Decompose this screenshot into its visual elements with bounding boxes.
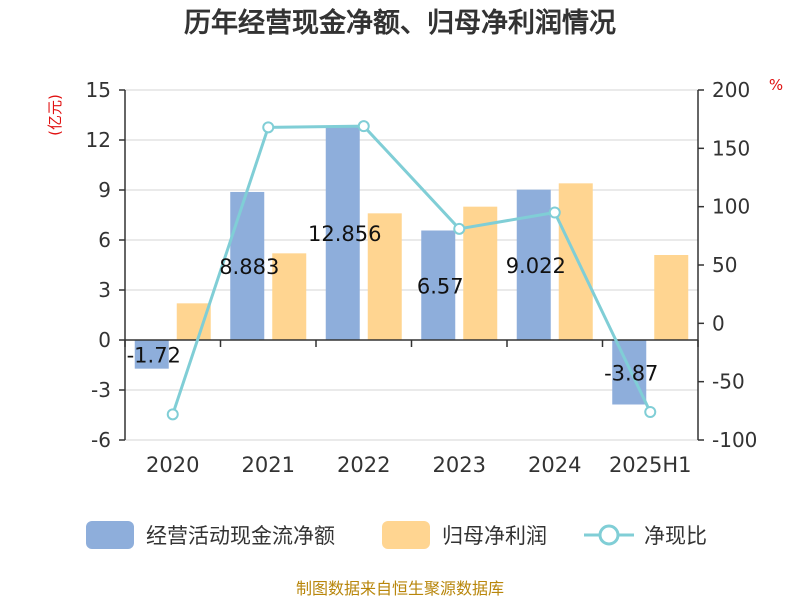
cash-bar-2021 [230,191,265,340]
ratio-point-2025H1 [644,406,657,418]
right-tick-label-5: -50 [712,370,745,394]
left-tick-label-3: 6 [98,228,111,252]
ratio-point-2021 [262,121,275,134]
legend-swatch-ratio-dot [598,524,620,546]
profit-bar-2024 [558,183,593,340]
cash-value-label-2024: 9.022 [506,254,566,278]
cash-value-label-2023: 6.57 [417,274,464,298]
right-tick-label-0: 200 [712,78,750,102]
x-tick-label-3: 2023 [433,453,486,477]
legend-swatch-cash [86,521,134,549]
profit-bar-2020 [176,303,211,340]
ratio-polyline [171,124,652,415]
right-tick-label-4: 0 [712,311,725,335]
profit-bar-2021 [272,253,307,340]
legend-label-cash: 经营活动现金流净额 [146,524,335,548]
right-tick-label-3: 50 [712,253,737,277]
cash-value-label-2020: -1.72 [127,343,181,367]
legend-label-ratio: 净现比 [644,524,707,548]
cash-value-label-2025H1: -3.87 [604,361,658,385]
left-tick-label-5: 0 [98,328,111,352]
grid-lines [125,89,698,441]
source-note: 制图数据来自恒生聚源数据库 [296,579,504,598]
ratio-line [166,120,657,421]
cash-bar-2020 [134,340,169,369]
profit-bar-2022 [367,213,402,340]
left-tick-label-0: 15 [86,78,111,102]
cash-value-label-2021: 8.883 [219,255,279,279]
legend-swatch-profit [382,521,430,549]
left-tick-label-7: -6 [91,428,111,452]
cash-bar-2022 [325,125,360,340]
cash-value-label-2022: 12.856 [308,222,381,246]
x-tick-label-0: 2020 [146,453,199,477]
ratio-point-2022 [357,120,370,133]
data-labels: -1.72 8.883 12.856 6.57 9.022 -3.87 [127,222,659,385]
left-tick-label-2: 9 [98,178,111,202]
ratio-point-2023 [453,222,466,235]
left-tick-label-4: 3 [98,278,111,302]
ratio-point-2024 [548,206,561,219]
profit-bar-2025H1 [654,255,689,340]
right-tick-label-1: 150 [712,136,750,160]
profit-bar-2023 [463,206,498,340]
cash-bar-2023 [421,230,456,340]
right-tick-label-6: -100 [712,428,757,452]
x-tick-label-1: 2021 [242,453,295,477]
axes: 15 12 9 6 3 0 -3 -6 200 150 100 50 0 -50 -100 2020 2021 2… [86,78,758,477]
chart-title: 历年经营现金净额、归母净利润情况 [184,7,616,39]
right-axis-unit: % [769,76,783,94]
left-tick-label-6: -3 [91,378,111,402]
left-tick-label-1: 12 [86,128,111,152]
x-tick-label-4: 2024 [528,453,581,477]
legend-label-profit: 归母净利润 [442,524,547,548]
legend: 经营活动现金流净额 归母净利润 净现比 [86,521,707,549]
ratio-point-2020 [166,408,179,421]
right-tick-label-2: 100 [712,195,750,219]
left-axis-unit: (亿元) [46,94,64,136]
x-tick-label-2: 2022 [337,453,390,477]
x-tick-label-5: 2025H1 [609,453,692,477]
